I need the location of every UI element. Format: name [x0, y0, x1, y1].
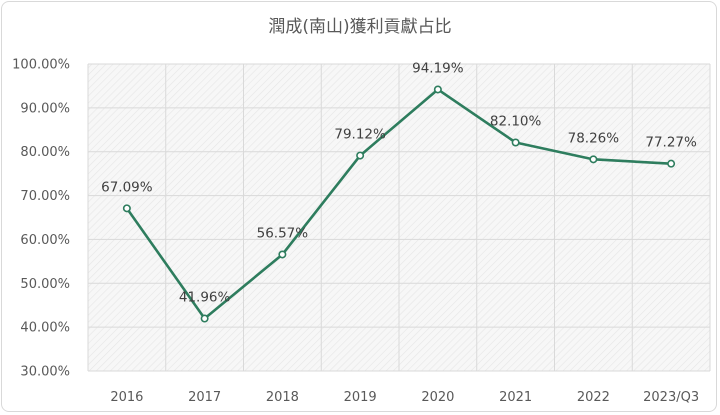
series-line	[125, 88, 673, 320]
y-tick-label: 60.00%	[20, 233, 70, 248]
data-point	[667, 159, 676, 168]
chart-title: 潤成(南山)獲利貢獻占比	[268, 17, 451, 37]
data-label: 82.10%	[490, 114, 542, 130]
y-tick-label: 40.00%	[20, 321, 70, 336]
data-label: 77.27%	[645, 135, 697, 151]
x-tick-label: 2018	[266, 390, 299, 405]
y-tick-label: 70.00%	[20, 189, 70, 204]
x-axis-tick-labels: 2016 2017 2018 2019 2020 2021 2022 2023/Q3	[110, 390, 699, 405]
data-point	[433, 85, 442, 94]
data-point	[511, 138, 520, 147]
data-label: 56.57%	[257, 225, 309, 241]
x-tick-label: 2022	[577, 390, 610, 405]
y-tick-label: 30.00%	[20, 365, 70, 380]
gridlines	[87, 63, 711, 372]
y-axis-tick-labels: 30.00% 40.00% 50.00% 60.00% 70.00% 80.00% 90.0…	[12, 58, 70, 380]
data-label: 94.19%	[412, 60, 464, 76]
data-labels: 67.09% 41.96% 56.57% 79.12% 94.19% 82.10% 78.2…	[101, 60, 697, 305]
data-label: 41.96%	[179, 290, 231, 306]
y-tick-label: 90.00%	[20, 101, 70, 116]
data-point	[356, 151, 365, 160]
x-tick-label: 2020	[421, 390, 454, 405]
y-tick-label: 50.00%	[20, 277, 70, 292]
x-tick-label: 2017	[188, 390, 221, 405]
x-tick-label: 2023/Q3	[643, 390, 699, 405]
data-point	[278, 250, 287, 259]
series-line-group	[122, 85, 676, 323]
x-tick-label: 2019	[344, 390, 377, 405]
data-point	[589, 155, 598, 164]
y-tick-label: 80.00%	[20, 145, 70, 160]
y-tick-label: 100.00%	[12, 58, 70, 73]
data-label: 79.12%	[334, 127, 386, 143]
x-tick-label: 2021	[499, 390, 532, 405]
data-label: 67.09%	[101, 179, 153, 195]
data-point	[200, 314, 209, 323]
x-tick-label: 2016	[110, 390, 143, 405]
data-label: 78.26%	[568, 130, 620, 146]
data-point	[122, 204, 131, 213]
